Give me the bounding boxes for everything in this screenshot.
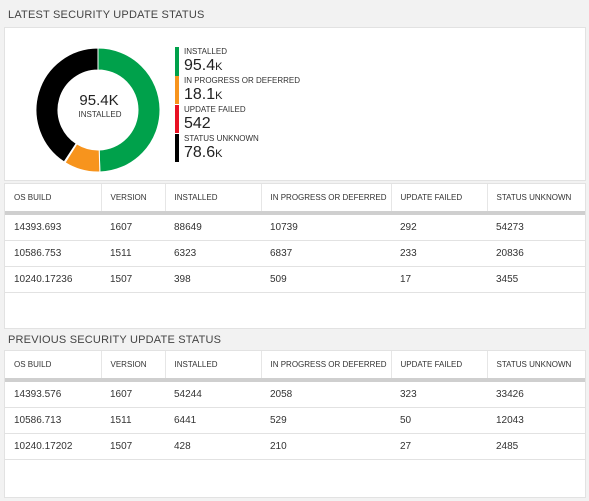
legend-installed-swatch xyxy=(175,47,179,76)
cell-version: 1507 xyxy=(101,266,165,293)
table-row[interactable]: 14393.693 1607 88649 10739 292 54273 xyxy=(5,213,585,241)
column-header-installed[interactable]: INSTALLED xyxy=(165,351,262,382)
latest-status-title: LATEST SECURITY UPDATE STATUS xyxy=(8,9,205,21)
cell-os-build: 10586.713 xyxy=(5,407,101,434)
table-row[interactable]: 10240.17202 1507 428 210 27 2485 xyxy=(5,433,585,460)
cell-installed: 6441 xyxy=(165,407,261,434)
legend-status-unknown-label: STATUS UNKNOWN xyxy=(184,134,259,143)
table-header-row: OS BUILD VERSION INSTALLED IN PROGRESS O… xyxy=(5,351,585,382)
legend-update-failed-label: UPDATE FAILED xyxy=(184,105,246,114)
cell-version: 1607 xyxy=(101,213,165,241)
cell-version: 1511 xyxy=(101,407,165,434)
cell-version: 1511 xyxy=(101,240,165,267)
donut-center-value: 95.4K xyxy=(79,92,119,109)
table-row[interactable]: 10586.753 1511 6323 6837 233 20836 xyxy=(5,240,585,267)
latest-status-table-card: OS BUILD VERSION INSTALLED IN PROGRESS O… xyxy=(4,183,586,329)
cell-update-failed: 292 xyxy=(391,213,487,241)
donut-segment-installed[interactable] xyxy=(97,47,161,173)
cell-status-unknown: 12043 xyxy=(487,407,585,434)
column-header-update-failed[interactable]: UPDATE FAILED xyxy=(391,351,488,382)
cell-installed: 428 xyxy=(165,433,261,460)
cell-os-build: 14393.693 xyxy=(5,213,101,241)
cell-in-progress: 509 xyxy=(261,266,391,293)
cell-status-unknown: 3455 xyxy=(487,266,585,293)
cell-installed: 6323 xyxy=(165,240,261,267)
column-header-status-unknown[interactable]: STATUS UNKNOWN xyxy=(487,184,585,215)
column-header-os-build[interactable]: OS BUILD xyxy=(5,351,102,382)
table-row[interactable]: 10240.17236 1507 398 509 17 3455 xyxy=(5,266,585,293)
cell-in-progress: 6837 xyxy=(261,240,391,267)
previous-status-table-card: OS BUILD VERSION INSTALLED IN PROGRESS O… xyxy=(4,350,586,498)
latest-status-table: OS BUILD VERSION INSTALLED IN PROGRESS O… xyxy=(5,184,585,293)
legend-installed-value: 95.4K xyxy=(184,57,223,74)
cell-status-unknown: 20836 xyxy=(487,240,585,267)
cell-update-failed: 323 xyxy=(391,380,487,408)
column-header-version[interactable]: VERSION xyxy=(101,351,166,382)
cell-update-failed: 27 xyxy=(391,433,487,460)
status-donut-chart[interactable] xyxy=(28,40,168,180)
column-header-os-build[interactable]: OS BUILD xyxy=(5,184,102,215)
cell-in-progress: 2058 xyxy=(261,380,391,408)
previous-status-title: PREVIOUS SECURITY UPDATE STATUS xyxy=(8,334,222,346)
legend-installed-label: INSTALLED xyxy=(184,47,227,56)
legend-status-unknown-swatch xyxy=(175,134,179,162)
legend-in-progress-label: IN PROGRESS OR DEFERRED xyxy=(184,76,301,85)
cell-in-progress: 529 xyxy=(261,407,391,434)
cell-installed: 398 xyxy=(165,266,261,293)
legend-update-failed-value: 542 xyxy=(184,115,211,132)
column-header-status-unknown[interactable]: STATUS UNKNOWN xyxy=(487,351,585,382)
previous-status-table: OS BUILD VERSION INSTALLED IN PROGRESS O… xyxy=(5,351,585,460)
cell-in-progress: 210 xyxy=(261,433,391,460)
table-row[interactable]: 14393.576 1607 54244 2058 323 33426 xyxy=(5,380,585,408)
donut-card: 95.4K INSTALLED INSTALLED 95.4K IN PROGR… xyxy=(4,27,586,181)
column-header-installed[interactable]: INSTALLED xyxy=(165,184,262,215)
cell-os-build: 10586.753 xyxy=(5,240,101,267)
column-header-version[interactable]: VERSION xyxy=(101,184,166,215)
cell-in-progress: 10739 xyxy=(261,213,391,241)
cell-version: 1607 xyxy=(101,380,165,408)
column-header-in-progress[interactable]: IN PROGRESS OR DEFERRED xyxy=(261,351,392,382)
cell-os-build: 10240.17236 xyxy=(5,266,101,293)
cell-status-unknown: 54273 xyxy=(487,213,585,241)
cell-installed: 88649 xyxy=(165,213,261,241)
legend-status-unknown-value: 78.6K xyxy=(184,144,223,161)
donut-segment-status-unknown[interactable] xyxy=(35,47,99,163)
cell-update-failed: 233 xyxy=(391,240,487,267)
legend-in-progress-value: 18.1K xyxy=(184,86,223,103)
column-header-update-failed[interactable]: UPDATE FAILED xyxy=(391,184,488,215)
cell-update-failed: 50 xyxy=(391,407,487,434)
column-header-in-progress[interactable]: IN PROGRESS OR DEFERRED xyxy=(261,184,392,215)
cell-version: 1507 xyxy=(101,433,165,460)
cell-os-build: 14393.576 xyxy=(5,380,101,408)
legend-update-failed-swatch xyxy=(175,105,179,133)
table-row[interactable]: 10586.713 1511 6441 529 50 12043 xyxy=(5,407,585,434)
legend-in-progress-swatch xyxy=(175,76,179,104)
cell-installed: 54244 xyxy=(165,380,261,408)
cell-update-failed: 17 xyxy=(391,266,487,293)
donut-center-label: INSTALLED xyxy=(78,110,122,119)
cell-status-unknown: 33426 xyxy=(487,380,585,408)
table-header-row: OS BUILD VERSION INSTALLED IN PROGRESS O… xyxy=(5,184,585,215)
cell-status-unknown: 2485 xyxy=(487,433,585,460)
cell-os-build: 10240.17202 xyxy=(5,433,101,460)
